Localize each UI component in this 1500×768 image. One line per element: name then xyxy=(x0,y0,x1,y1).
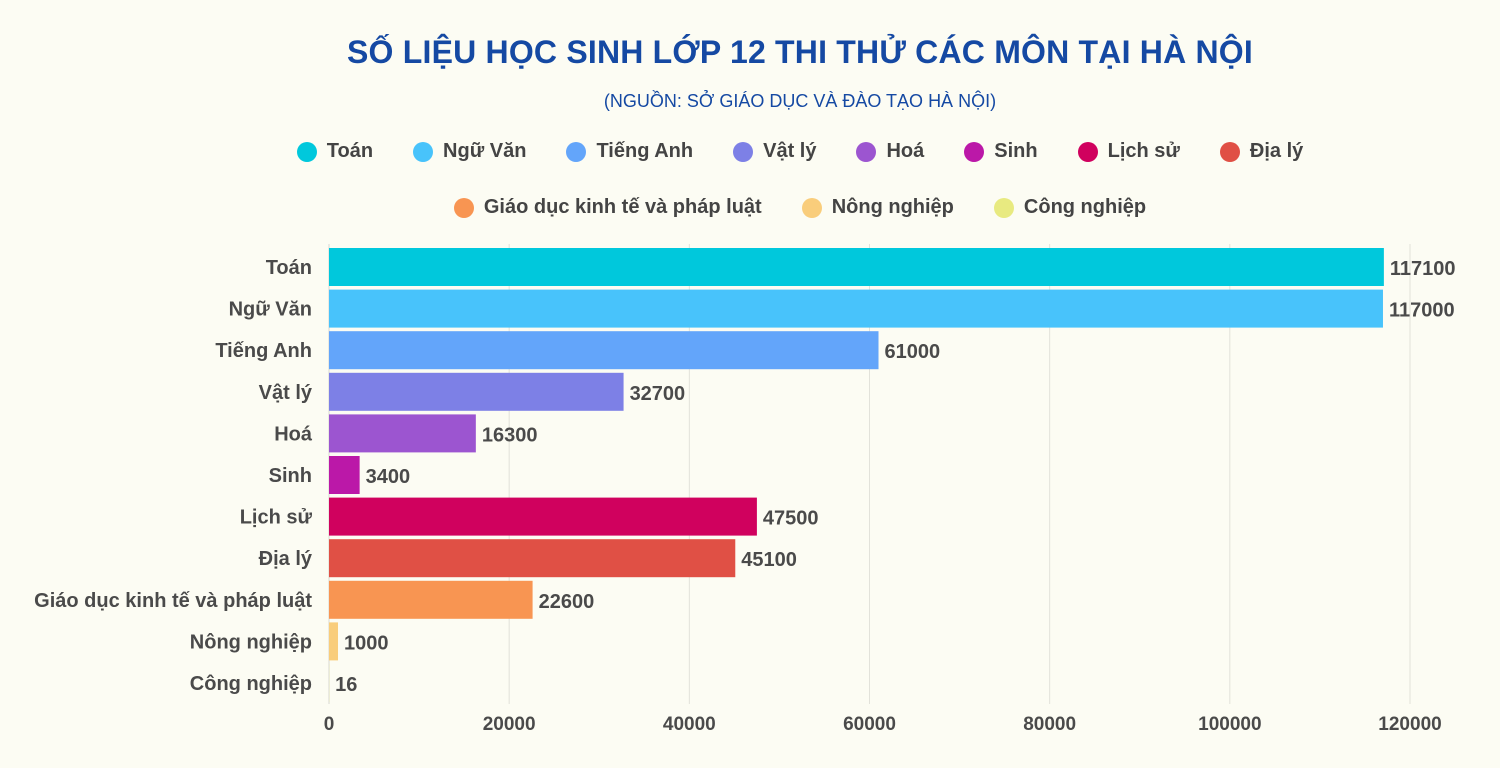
category-label: Lịch sử xyxy=(240,507,313,529)
value-label: 117000 xyxy=(1389,300,1455,322)
value-label: 45100 xyxy=(741,549,797,571)
value-label: 3400 xyxy=(366,466,411,488)
bar xyxy=(329,539,736,578)
value-label: 16 xyxy=(335,674,357,696)
legend-item[interactable]: Lịch sử xyxy=(1077,140,1180,163)
legend-label: Vật lý xyxy=(763,140,817,162)
category-label: Giáo dục kinh tế và pháp luật xyxy=(34,590,312,612)
legend-label: Sinh xyxy=(994,140,1038,162)
bar xyxy=(329,622,339,661)
chart-subtitle: (NGUỒN: SỞ GIÁO DỤC VÀ ĐÀO TẠO HÀ NỘI) xyxy=(603,91,997,111)
legend-label: Ngữ Văn xyxy=(443,140,527,162)
legend-swatch-icon xyxy=(1077,141,1098,162)
legend-item[interactable]: Vật lý xyxy=(733,140,816,163)
category-label: Ngữ Văn xyxy=(229,299,312,321)
legend-swatch-icon xyxy=(733,141,754,162)
x-tick-label: 60000 xyxy=(843,714,896,735)
legend-label: Địa lý xyxy=(1249,140,1304,162)
legend-item[interactable]: Công nghiệp xyxy=(993,196,1147,219)
category-label: Hoá xyxy=(274,423,313,445)
legend-swatch-icon xyxy=(801,197,822,218)
x-tick-label: 0 xyxy=(324,714,335,735)
legend-label: Giáo dục kinh tế và pháp luật xyxy=(483,196,762,218)
bar xyxy=(329,331,879,370)
bar xyxy=(329,289,1383,328)
legend-swatch-icon xyxy=(993,197,1014,218)
value-label: 22600 xyxy=(539,591,595,613)
value-label: 1000 xyxy=(344,632,389,654)
value-label: 61000 xyxy=(885,341,941,363)
legend-item[interactable]: Hoá xyxy=(856,140,924,163)
legend-item[interactable]: Ngữ Văn xyxy=(413,140,526,163)
value-label: 16300 xyxy=(482,424,538,446)
legend-label: Hoá xyxy=(886,140,925,162)
legend-label: Công nghiệp xyxy=(1023,196,1147,218)
legend-item[interactable]: Tiếng Anh xyxy=(566,140,693,163)
category-label: Địa lý xyxy=(259,548,313,570)
legend-swatch-icon xyxy=(856,141,877,162)
legend-swatch-icon xyxy=(453,197,474,218)
category-label: Vật lý xyxy=(259,382,313,404)
legend-label: Lịch sử xyxy=(1107,140,1180,162)
legend-swatch-icon xyxy=(566,141,587,162)
legend-swatch-icon xyxy=(1219,141,1240,162)
chart-legend-row-2: Giáo dục kinh tế và pháp luật Nông nghiệp… xyxy=(0,196,1500,219)
category-label: Toán xyxy=(266,257,312,279)
legend-label: Toán xyxy=(326,140,374,162)
x-tick-label: 40000 xyxy=(663,714,716,735)
bar xyxy=(329,414,476,453)
value-label: 47500 xyxy=(763,508,819,530)
bar xyxy=(329,372,624,411)
value-label: 32700 xyxy=(630,383,686,405)
value-label: 117100 xyxy=(1390,258,1456,280)
x-tick-label: 20000 xyxy=(483,714,536,735)
x-tick-label: 80000 xyxy=(1023,714,1076,735)
bar xyxy=(329,497,757,536)
legend-item[interactable]: Giáo dục kinh tế và pháp luật xyxy=(453,196,762,219)
legend-item[interactable]: Toán xyxy=(296,140,374,163)
bar xyxy=(329,580,533,619)
category-label: Tiếng Anh xyxy=(215,340,312,362)
x-tick-label: 120000 xyxy=(1378,714,1441,735)
legend-swatch-icon xyxy=(413,141,434,162)
legend-swatch-icon xyxy=(964,141,985,162)
category-label: Sinh xyxy=(269,465,312,487)
legend-item[interactable]: Nông nghiệp xyxy=(801,196,954,219)
legend-swatch-icon xyxy=(296,141,317,162)
bar xyxy=(329,456,360,494)
legend-label: Nông nghiệp xyxy=(831,196,954,218)
bar xyxy=(329,248,1384,286)
legend-label: Tiếng Anh xyxy=(596,140,694,162)
x-tick-label: 100000 xyxy=(1198,714,1261,735)
legend-item[interactable]: Sinh xyxy=(964,140,1038,163)
legend-item[interactable]: Địa lý xyxy=(1219,140,1304,163)
category-label: Nông nghiệp xyxy=(190,631,312,653)
chart-title: SỐ LIỆU HỌC SINH LỚP 12 THI THỬ CÁC MÔN … xyxy=(347,34,1253,70)
chart-legend-row-1: Toán Ngữ Văn Tiếng Anh Vật lý Hoá Sinh Lịch sử… xyxy=(0,140,1500,163)
category-label: Công nghiệp xyxy=(190,673,312,695)
